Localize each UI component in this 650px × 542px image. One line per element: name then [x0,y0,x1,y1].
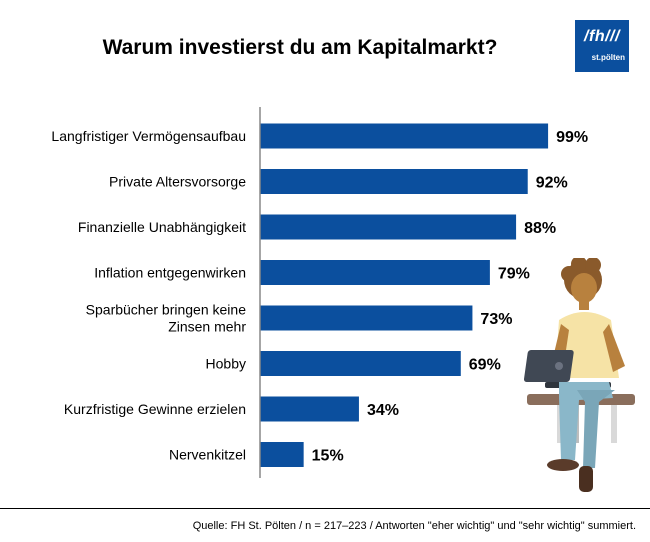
bar-6 [260,351,461,376]
category-label-8: Nervenkitzel [169,447,246,463]
bar-7 [260,396,359,422]
category-label-6: Hobby [206,356,246,372]
bar-8 [260,442,304,467]
category-label-2: Private Altersvorsorge [109,174,246,190]
category-label-5: Sparbücher bringen keine Zinsen mehr [86,302,247,335]
value-label-5: 73% [480,311,512,328]
person-with-laptop-illustration [523,258,635,492]
value-label-2: 92% [536,175,568,192]
value-label-6: 69% [469,357,501,374]
category-label-3: Finanzielle Unabhängigkeit [78,219,246,235]
bar-3 [260,214,517,240]
category-label-1: Langfristiger Vermögensaufbau [51,128,246,144]
footer-divider [0,508,650,509]
value-label-8: 15% [312,448,344,465]
bar-chart: 99% Langfristiger Vermögensaufbau 92% Priva… [51,107,588,478]
value-label-7: 34% [367,402,399,419]
chart-title: Warum investierst du am Kapitalmarkt? [102,36,498,59]
logo-sub-text: st.pölten [591,53,625,62]
bar-1 [260,123,549,149]
bar-2 [260,169,528,194]
value-label-1: 99% [556,129,588,146]
source-note: Quelle: FH St. Pölten / n = 217–223 / An… [192,520,636,532]
category-label-7: Kurzfristige Gewinne erzielen [64,401,246,417]
fh-st-poelten-logo: /fh/// st.pölten [575,20,629,72]
category-label-4: Inflation entgegenwirken [94,265,246,281]
value-label-3: 88% [524,220,556,237]
logo-main-text: /fh/// [584,28,620,45]
bar-4 [260,260,490,285]
value-label-4: 79% [498,266,530,283]
bar-5 [260,305,473,331]
